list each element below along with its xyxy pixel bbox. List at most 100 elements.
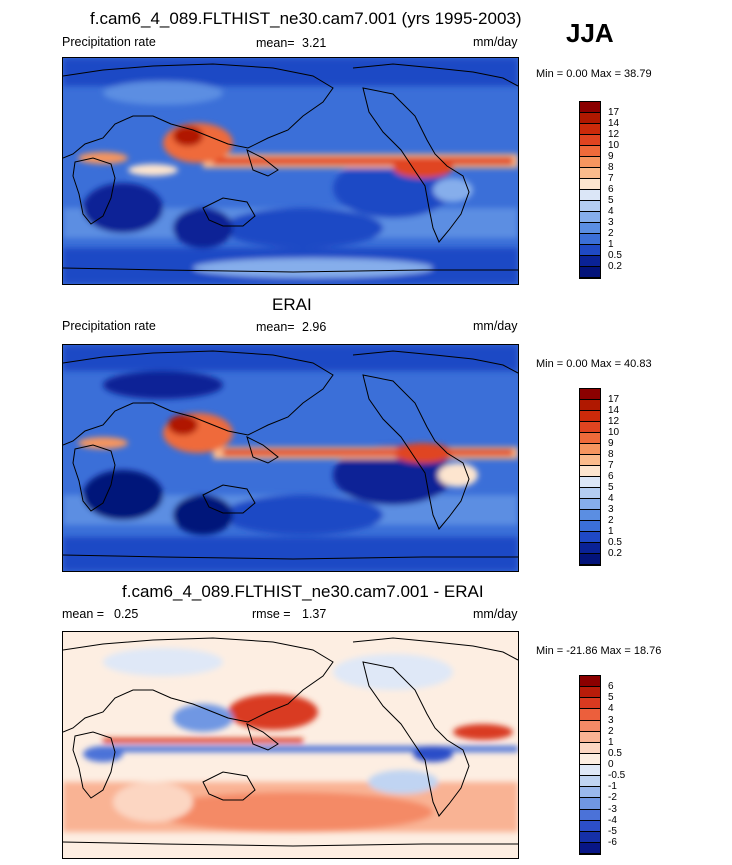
colorbar-tick-label: 6 xyxy=(608,471,614,482)
colorbar-segment xyxy=(580,742,600,754)
colorbar-segment xyxy=(580,113,600,124)
colorbar-tick-label: -6 xyxy=(608,836,617,848)
colorbar-tick-label: 3 xyxy=(608,714,614,726)
colorbar-segment xyxy=(580,488,600,499)
colorbar-segment xyxy=(580,776,600,788)
colorbar-segment xyxy=(580,168,600,179)
panel2-units: mm/day xyxy=(473,319,518,333)
colorbar-tick-label: 7 xyxy=(608,460,614,471)
colorbar-segment xyxy=(580,809,600,821)
colorbar-segment xyxy=(580,842,600,854)
colorbar-tick-label: 14 xyxy=(608,118,620,129)
panel1-map xyxy=(62,57,519,285)
colorbar-segment xyxy=(580,223,600,234)
colorbar-tick-label: 9 xyxy=(608,151,614,162)
colorbar-tick-label: 4 xyxy=(608,703,614,715)
colorbar-segment xyxy=(580,676,600,688)
colorbar-segment xyxy=(580,267,600,278)
colorbar-tick-label: 17 xyxy=(608,107,620,118)
colorbar-tick-label: 17 xyxy=(608,394,620,405)
colorbar-segment xyxy=(580,831,600,843)
panel2-title: ERAI xyxy=(272,295,312,314)
colorbar-segment xyxy=(580,731,600,743)
colorbar-tick-label: 5 xyxy=(608,482,614,493)
colorbar-segment xyxy=(580,820,600,832)
colorbar-tick-label: 0.2 xyxy=(608,261,622,272)
colorbar-tick-label: 0 xyxy=(608,759,614,770)
colorbar-tick-label: 9 xyxy=(608,438,614,449)
panel3-mean-label: mean = xyxy=(62,607,105,621)
colorbar-tick-label: 1 xyxy=(608,239,614,250)
colorbar-tick-label: 12 xyxy=(608,129,620,140)
colorbar-segment xyxy=(580,532,600,543)
panel3-rmse-value: 1.37 xyxy=(302,607,327,621)
panel3-title: f.cam6_4_089.FLTHIST_ne30.cam7.001 - ERA… xyxy=(122,582,484,601)
colorbar-tick-label: -1 xyxy=(608,781,617,793)
colorbar-tick-label: 0.5 xyxy=(608,250,622,261)
colorbar-tick-label: 0.5 xyxy=(608,537,622,548)
panel1-colorbar: 17 14 12 10 9 8 7 6 5 4 3 2 1 0.5 0.2 xyxy=(579,101,622,279)
colorbar-tick-label: 10 xyxy=(608,140,620,151)
colorbar-segment xyxy=(580,102,600,113)
colorbar-segment xyxy=(580,554,600,565)
season-label: JJA xyxy=(566,18,614,48)
colorbar-tick-label: -2 xyxy=(608,792,617,804)
colorbar-tick-label: 2 xyxy=(608,725,614,737)
panel3-rmse-label: rmse = xyxy=(252,607,291,621)
colorbar-segment xyxy=(580,466,600,477)
colorbar-segment xyxy=(580,709,600,721)
colorbar-tick-label: 2 xyxy=(608,515,614,526)
colorbar-segment xyxy=(580,245,600,256)
colorbar-segment xyxy=(580,234,600,245)
colorbar-tick-label: 4 xyxy=(608,493,614,504)
panel1-variable-label: Precipitation rate xyxy=(62,35,156,49)
colorbar-segment xyxy=(580,698,600,710)
colorbar-tick-label: 4 xyxy=(608,206,614,217)
colorbar-tick-label: -4 xyxy=(608,814,617,826)
colorbar-segment xyxy=(580,422,600,433)
colorbar-segment xyxy=(580,124,600,135)
colorbar-segment xyxy=(580,179,600,190)
panel3-units: mm/day xyxy=(473,607,518,621)
panel3-map xyxy=(62,631,519,859)
colorbar-tick-label: 3 xyxy=(608,504,614,515)
colorbar-segment xyxy=(580,201,600,212)
colorbar-segment xyxy=(580,146,600,157)
panel2-colorbar: 17 14 12 10 9 8 7 6 5 4 3 2 1 0.5 0.2 xyxy=(579,388,622,566)
colorbar-segment xyxy=(580,687,600,699)
colorbar-segment xyxy=(580,433,600,444)
panel3-mean-value: 0.25 xyxy=(114,607,139,621)
colorbar-segment xyxy=(580,256,600,267)
colorbar-tick-label: 2 xyxy=(608,228,614,239)
panel1-title: f.cam6_4_089.FLTHIST_ne30.cam7.001 (yrs … xyxy=(90,9,522,28)
colorbar-tick-label: 3 xyxy=(608,217,614,228)
colorbar-tick-label: 7 xyxy=(608,173,614,184)
panel2-mean-label: mean= xyxy=(256,320,295,334)
colorbar-tick-label: 14 xyxy=(608,405,620,416)
colorbar-segment xyxy=(580,411,600,422)
colorbar-segment xyxy=(580,510,600,521)
colorbar-segment xyxy=(580,455,600,466)
colorbar-segment xyxy=(580,720,600,732)
colorbar-tick-label: 6 xyxy=(608,681,614,693)
colorbar-tick-label: 5 xyxy=(608,195,614,206)
colorbar-tick-label: 5 xyxy=(608,692,614,704)
colorbar-tick-label: 0.2 xyxy=(608,548,622,559)
colorbar-segment xyxy=(580,543,600,554)
panel2-map xyxy=(62,344,519,572)
panel2-mean-value: 2.96 xyxy=(302,320,327,334)
colorbar-tick-label: -3 xyxy=(608,803,617,815)
colorbar-tick-label: 0.5 xyxy=(608,747,622,759)
colorbar-tick-label: -0.5 xyxy=(608,770,626,782)
colorbar-tick-label: 1 xyxy=(608,736,614,748)
colorbar-segment xyxy=(580,753,600,765)
colorbar-segment xyxy=(580,765,600,777)
panel2-variable-label: Precipitation rate xyxy=(62,319,156,333)
panel3-minmax: Min = -21.86 Max = 18.76 xyxy=(536,645,662,657)
colorbar-segment xyxy=(580,157,600,168)
colorbar-tick-label: 1 xyxy=(608,526,614,537)
colorbar-tick-label: 12 xyxy=(608,416,620,427)
colorbar-segment xyxy=(580,389,600,400)
panel1-mean-label: mean= xyxy=(256,36,295,50)
colorbar-tick-label: 10 xyxy=(608,427,620,438)
